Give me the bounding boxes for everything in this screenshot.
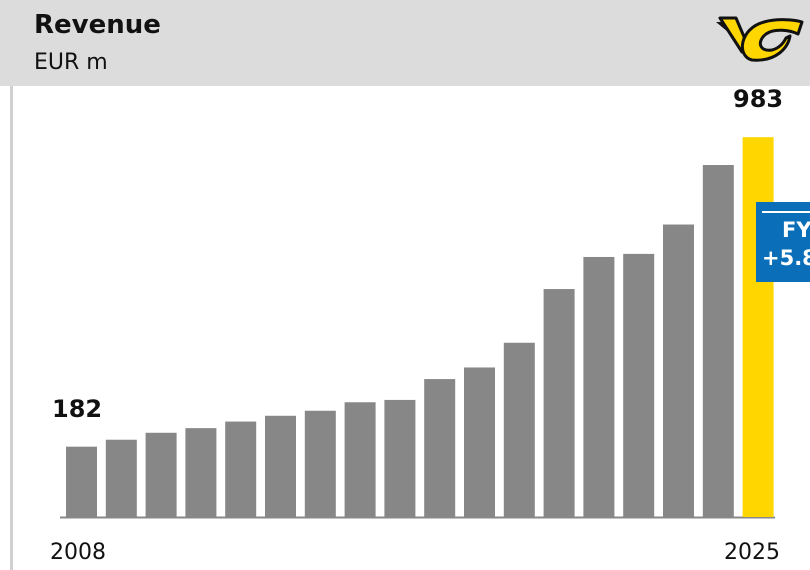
bar-2012 xyxy=(225,421,257,517)
bar-2025 xyxy=(742,137,774,518)
bar-2015 xyxy=(344,402,376,517)
x-tick-label-end: 2025 xyxy=(724,540,780,565)
bar-2024 xyxy=(702,165,734,518)
fy-growth-callout: FY +5.8 xyxy=(756,202,810,282)
bar-2017 xyxy=(424,379,456,517)
bar-2023 xyxy=(663,224,694,518)
post-horn-logo-icon xyxy=(716,16,804,62)
callout-line-2: +5.8 xyxy=(762,246,810,270)
bar-2014 xyxy=(304,410,336,517)
bar-2011 xyxy=(185,428,217,517)
bar-2019 xyxy=(503,342,535,517)
chart-header xyxy=(0,0,810,86)
bar-2009 xyxy=(105,439,137,517)
bar-2020 xyxy=(543,289,575,517)
callout-line-1: FY xyxy=(782,218,810,242)
data-label-2025: 983 xyxy=(733,85,784,114)
chart-subtitle: EUR m xyxy=(34,50,108,75)
bar-2016 xyxy=(384,399,416,517)
x-tick-label-start: 2008 xyxy=(50,540,106,565)
bar-2018 xyxy=(464,367,495,517)
bar-2021 xyxy=(583,256,615,517)
bar-2013 xyxy=(265,415,296,517)
bar-2008 xyxy=(66,446,97,517)
callout-rule xyxy=(762,211,810,213)
bar-2010 xyxy=(145,432,177,517)
left-border xyxy=(10,86,13,570)
data-label-2008: 182 xyxy=(52,394,103,423)
chart-title: Revenue xyxy=(34,10,161,40)
bar-2022 xyxy=(623,253,655,518)
